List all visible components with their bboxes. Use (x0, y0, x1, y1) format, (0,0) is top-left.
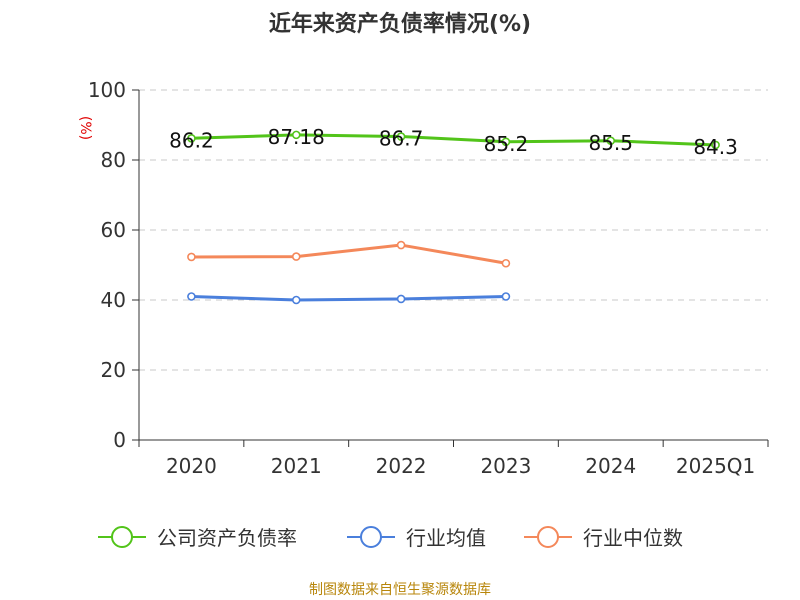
x-tick-label: 2024 (585, 454, 636, 478)
source-note: 制图数据来自恒生聚源数据库 (309, 582, 491, 598)
data-point (396, 132, 406, 141)
data-label: 86.2 (169, 128, 214, 152)
x-tick-label: 2022 (376, 454, 427, 478)
data-point (291, 295, 301, 305)
y-tick-label: 60 (101, 218, 126, 242)
data-point (501, 258, 511, 268)
y-tick-label: 0 (113, 428, 126, 452)
data-point (187, 292, 196, 301)
series-layer (187, 130, 720, 305)
data-label: 87.18 (268, 125, 325, 149)
data-point (187, 252, 196, 262)
grid-lines (139, 89, 768, 371)
x-tick-label: 2023 (480, 454, 531, 478)
data-label: 84.3 (693, 135, 738, 159)
data-label: 85.5 (588, 131, 633, 155)
series-3 (187, 240, 511, 268)
series-line (189, 295, 508, 302)
data-point (606, 136, 616, 146)
chart-title: 近年来资产负债率情况(%) (269, 11, 531, 37)
data-point (501, 292, 511, 301)
data-point (711, 140, 720, 150)
series-1 (187, 130, 720, 150)
legend-label: 行业中位数 (583, 526, 683, 550)
data-point (187, 134, 196, 143)
data-label: 86.7 (379, 127, 424, 151)
y-tick-label: 40 (101, 288, 126, 312)
data-point (501, 137, 511, 147)
legend-circle-symbol (537, 526, 559, 548)
data-point (291, 130, 301, 140)
legend-circle-symbol (111, 526, 133, 548)
legend-item: 公司资产负债率 (98, 526, 297, 550)
axes: 0 20 40 60 80 100 2020 2021 2022 2023 2024 2025Q1 (88, 78, 769, 478)
series-2 (187, 292, 511, 305)
y-tick-label: 20 (101, 358, 126, 382)
legend-label: 行业均值 (406, 526, 486, 550)
legend: 公司资产负债率 行业均值 行业中位数 (98, 526, 683, 550)
x-tick-label: 2020 (166, 454, 217, 478)
data-labels-layer: 86.2 87.18 86.7 85.2 85.5 84.3 (169, 125, 738, 159)
legend-item: 行业均值 (347, 526, 486, 550)
data-point (396, 240, 406, 250)
x-tick-label: 2025Q1 (676, 454, 755, 478)
data-point (291, 252, 301, 261)
legend-circle-symbol (360, 526, 382, 548)
legend-label: 公司资产负债率 (157, 526, 297, 550)
legend-item: 行业中位数 (524, 526, 683, 550)
y-axis-unit-label: (%) (77, 116, 93, 140)
data-label: 85.2 (484, 132, 529, 156)
x-tick-label: 2021 (271, 454, 322, 478)
series-line (189, 133, 718, 147)
y-tick-label: 80 (101, 148, 126, 172)
series-line (189, 243, 508, 265)
data-point (396, 294, 406, 304)
y-tick-label: 100 (88, 78, 126, 102)
